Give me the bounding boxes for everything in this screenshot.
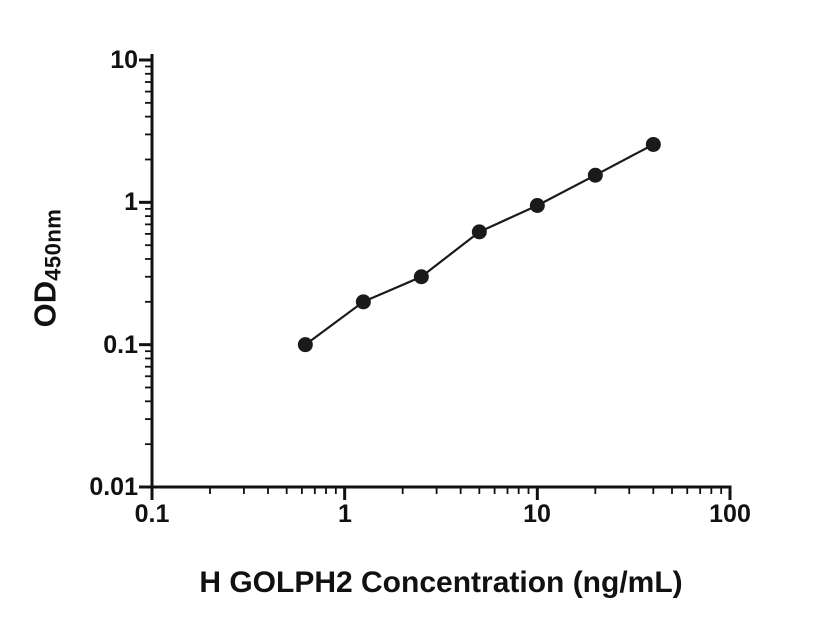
y-axis-title-main: OD	[27, 280, 63, 328]
y-tick-label-1: 1	[124, 188, 138, 216]
data-point	[413, 269, 429, 285]
data-point	[587, 167, 603, 183]
data-point	[645, 136, 661, 152]
x-tick-label-0.1: 0.1	[134, 500, 170, 528]
data-point	[471, 224, 487, 240]
y-tick-label-0.1: 0.1	[103, 331, 138, 359]
x-tick-label-1: 1	[338, 500, 352, 528]
y-axis-title-subscript: 450nm	[40, 208, 66, 281]
y-tick-label-10: 10	[110, 46, 138, 74]
x-tick-label-10: 10	[523, 500, 551, 528]
data-point	[529, 198, 545, 214]
x-axis-title: H GOLPH2 Concentration (ng/mL)	[199, 566, 683, 599]
x-tick-label-100: 100	[709, 500, 751, 528]
data-point	[355, 294, 371, 310]
y-tick-label-0.01: 0.01	[89, 473, 138, 501]
y-axis-title: OD450nm	[28, 209, 67, 328]
data-point	[297, 337, 313, 353]
